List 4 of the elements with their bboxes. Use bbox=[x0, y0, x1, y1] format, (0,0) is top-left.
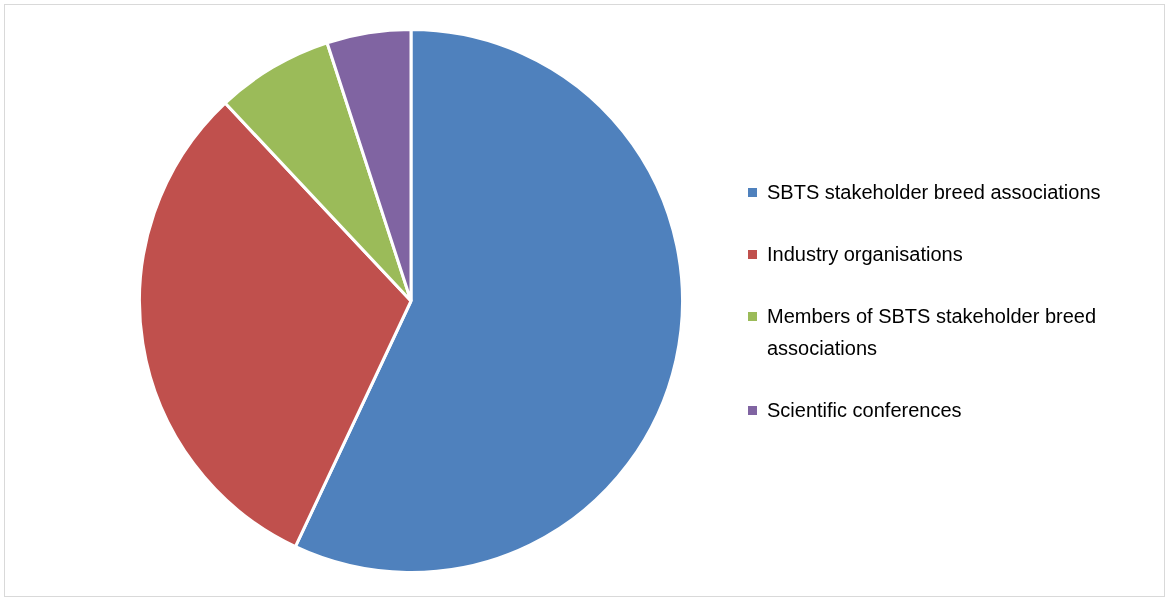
legend-label: Members of SBTS stakeholder breed associations bbox=[767, 303, 1098, 361]
legend-label: Scientific conferences bbox=[767, 397, 962, 423]
legend-label: SBTS stakeholder breed associations bbox=[767, 179, 1101, 205]
legend-label: Industry organisations bbox=[767, 241, 963, 267]
